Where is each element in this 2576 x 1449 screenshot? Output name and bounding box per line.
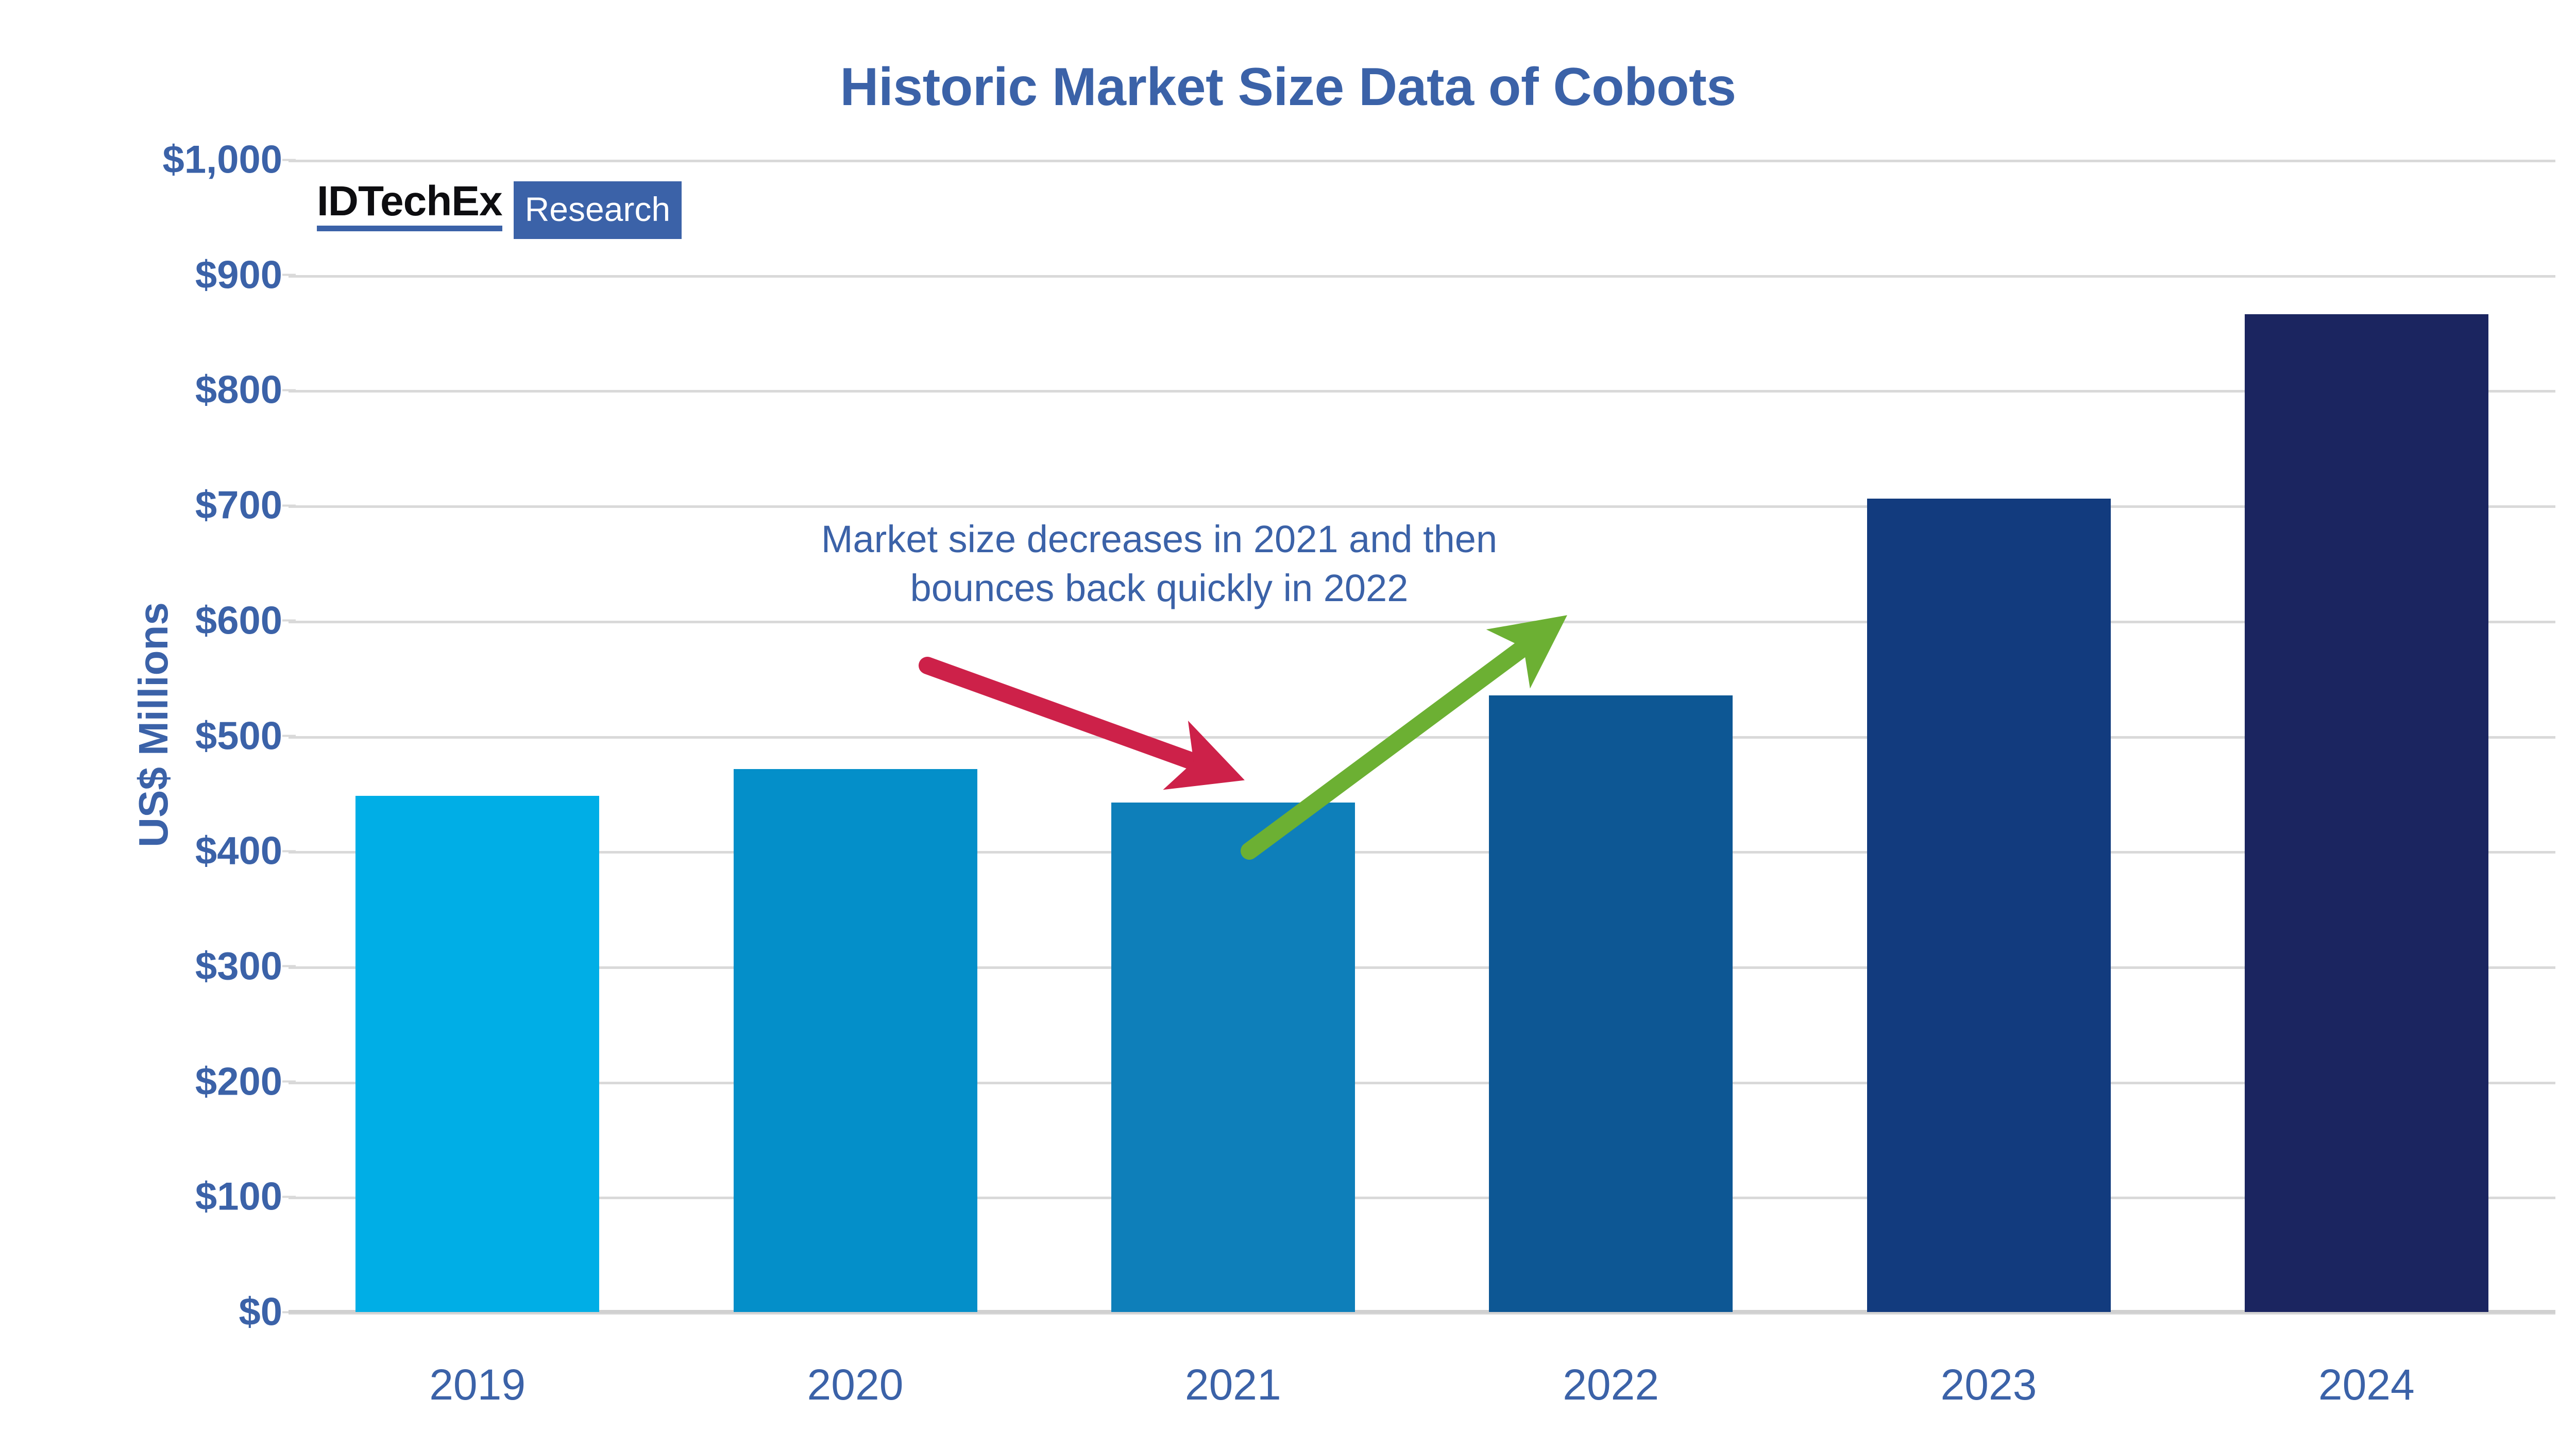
x-axis-tick-label-2022: 2022 xyxy=(1563,1360,1659,1409)
bar-group xyxy=(2244,160,2488,1312)
annotation-line-2: bounces back quickly in 2022 xyxy=(910,566,1409,609)
gridline xyxy=(289,160,2555,162)
bar-2023 xyxy=(1867,498,2111,1312)
bar-group xyxy=(1867,160,2111,1312)
chart-title: Historic Market Size Data of Cobots xyxy=(840,57,1736,117)
bar-2020 xyxy=(733,769,977,1312)
y-axis-tick-label: $200 xyxy=(25,1059,296,1104)
y-axis-tick-label: $1,000 xyxy=(25,138,296,182)
bar-series xyxy=(289,160,2555,1312)
y-axis-tick-label: $100 xyxy=(25,1174,296,1219)
bar-group xyxy=(355,160,600,1312)
bar-group xyxy=(1489,160,1733,1312)
bar-2019 xyxy=(355,795,600,1312)
bar-group xyxy=(1111,160,1355,1312)
y-axis-tick-label: $500 xyxy=(25,713,296,758)
idtechex-research-logo: IDTechEx Research xyxy=(317,178,682,239)
annotation-text: Market size decreases in 2021 and then b… xyxy=(737,515,1582,612)
bar-2021 xyxy=(1111,803,1355,1312)
bar-2022 xyxy=(1489,695,1733,1312)
annotation-line-1: Market size decreases in 2021 and then xyxy=(821,518,1498,560)
y-axis-tick-label: $600 xyxy=(25,598,296,643)
x-axis-tick-label-2019: 2019 xyxy=(429,1360,526,1409)
gridline xyxy=(289,1197,2555,1200)
gridline xyxy=(289,275,2555,278)
bar-2024 xyxy=(2244,314,2488,1312)
logo-research-badge: Research xyxy=(513,181,682,239)
y-axis-tick-label: $900 xyxy=(25,252,296,297)
gridline xyxy=(289,620,2555,623)
gridline xyxy=(289,505,2555,508)
gridline xyxy=(289,1081,2555,1084)
gridline xyxy=(289,966,2555,969)
logo-brand-block: IDTechEx xyxy=(317,178,514,239)
y-axis-tick-label: $300 xyxy=(25,944,296,988)
x-axis-tick-label-2024: 2024 xyxy=(2318,1360,2415,1409)
plot-area xyxy=(289,160,2555,1315)
y-axis-tick-label: $700 xyxy=(25,483,296,528)
x-axis-tick-label-2020: 2020 xyxy=(807,1360,904,1409)
bar-group xyxy=(733,160,977,1312)
y-axis-tick-label: $0 xyxy=(25,1290,296,1335)
gridline xyxy=(289,390,2555,393)
logo-brand-text: IDTechEx xyxy=(317,178,503,225)
x-axis-tick-label-2021: 2021 xyxy=(1184,1360,1281,1409)
y-axis-tick-label: $800 xyxy=(25,368,296,413)
y-axis-tick-label: $400 xyxy=(25,829,296,874)
x-axis-line xyxy=(289,1310,2555,1314)
x-axis-tick-label-2023: 2023 xyxy=(1940,1360,2037,1409)
logo-underline xyxy=(317,225,502,231)
